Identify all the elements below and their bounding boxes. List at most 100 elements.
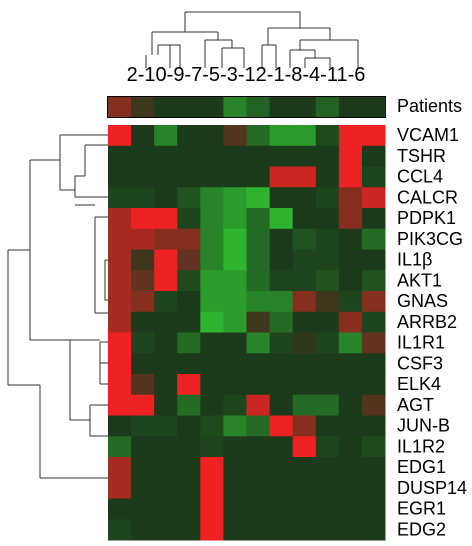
cell xyxy=(177,270,201,292)
cell xyxy=(269,166,294,188)
patients-label: Patients xyxy=(397,96,462,116)
cell xyxy=(108,457,132,479)
cell xyxy=(154,436,178,458)
cell xyxy=(315,498,340,520)
cell xyxy=(223,208,247,230)
cell xyxy=(338,166,363,188)
cell xyxy=(292,353,317,375)
cell xyxy=(246,311,271,333)
cell xyxy=(108,311,132,333)
cell xyxy=(131,519,155,541)
cell xyxy=(269,353,294,375)
cell xyxy=(131,311,155,333)
cell xyxy=(223,457,247,479)
cell xyxy=(315,374,340,396)
cell xyxy=(108,187,132,209)
cell xyxy=(246,228,271,250)
cell xyxy=(246,394,271,416)
separator: - xyxy=(184,64,191,86)
cell xyxy=(315,394,340,416)
column-dendrogram xyxy=(145,11,359,68)
cell xyxy=(338,208,363,230)
cell xyxy=(154,208,178,230)
cell xyxy=(292,228,317,250)
row-label: CCL4 xyxy=(397,167,443,187)
cell xyxy=(200,332,224,354)
cell xyxy=(361,249,386,271)
cell xyxy=(177,374,201,396)
cell xyxy=(246,457,271,479)
patient-cell xyxy=(246,97,271,117)
cell xyxy=(338,187,363,209)
cell xyxy=(246,187,271,209)
cell xyxy=(154,374,178,396)
cell xyxy=(131,166,155,188)
patient-cell xyxy=(269,97,294,117)
cell xyxy=(177,125,201,147)
patient-cell xyxy=(338,97,363,117)
row-label: AKT1 xyxy=(397,270,442,290)
cell xyxy=(292,519,317,541)
column-label: 2 xyxy=(127,64,138,86)
cell xyxy=(200,291,224,313)
cell xyxy=(131,394,155,416)
cell xyxy=(246,436,271,458)
cell xyxy=(361,519,386,541)
cell xyxy=(131,353,155,375)
cell xyxy=(292,477,317,499)
cell xyxy=(223,125,247,147)
cell xyxy=(223,145,247,167)
cell xyxy=(131,415,155,437)
cell xyxy=(177,332,201,354)
column-label: 11 xyxy=(327,64,348,86)
cell xyxy=(361,270,386,292)
cell xyxy=(154,249,178,271)
cell xyxy=(200,125,224,147)
cell xyxy=(315,311,340,333)
cell xyxy=(292,498,317,520)
patient-cell xyxy=(223,97,247,117)
cell xyxy=(200,457,224,479)
separator: - xyxy=(138,64,145,86)
cell xyxy=(223,415,247,437)
cell xyxy=(131,332,155,354)
cell xyxy=(361,166,386,188)
cell xyxy=(131,477,155,499)
cell xyxy=(246,332,271,354)
cell xyxy=(269,477,294,499)
row-label: IL1β xyxy=(397,250,432,270)
cell xyxy=(154,498,178,520)
separator: - xyxy=(267,64,274,86)
cell xyxy=(338,249,363,271)
cell xyxy=(131,125,155,147)
cell xyxy=(131,457,155,479)
cell xyxy=(177,353,201,375)
cell xyxy=(315,125,340,147)
cell xyxy=(131,187,155,209)
cell xyxy=(315,291,340,313)
cell xyxy=(154,145,178,167)
cell xyxy=(338,353,363,375)
column-label: 3 xyxy=(227,64,238,86)
cell xyxy=(177,457,201,479)
cell xyxy=(315,249,340,271)
cell xyxy=(108,166,132,188)
cell xyxy=(200,374,224,396)
cell xyxy=(154,311,178,333)
cell xyxy=(269,415,294,437)
cell xyxy=(200,270,224,292)
cell xyxy=(154,270,178,292)
separator: - xyxy=(320,64,327,86)
cell xyxy=(292,332,317,354)
cell xyxy=(131,145,155,167)
cell xyxy=(338,125,363,147)
row-label: EGR1 xyxy=(397,499,446,519)
cell xyxy=(246,353,271,375)
cell xyxy=(154,353,178,375)
cell xyxy=(223,311,247,333)
cell xyxy=(292,436,317,458)
cell xyxy=(269,457,294,479)
cell xyxy=(361,374,386,396)
cell xyxy=(315,187,340,209)
